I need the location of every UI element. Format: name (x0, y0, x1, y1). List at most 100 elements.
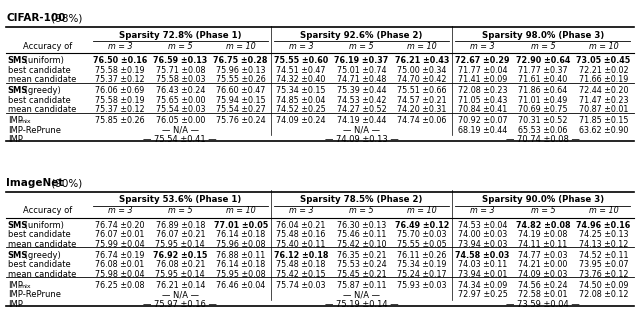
Text: 75.55 ±0.05: 75.55 ±0.05 (397, 240, 447, 249)
Text: m = 5: m = 5 (168, 206, 193, 215)
Text: — N/A —: — N/A — (343, 290, 380, 299)
Text: 75.54 ±0.27: 75.54 ±0.27 (216, 105, 266, 114)
Text: Sparsity 90.0% (Phase 3): Sparsity 90.0% (Phase 3) (482, 196, 604, 204)
Text: m = 5: m = 5 (531, 206, 556, 215)
Text: 76.07 ±0.21: 76.07 ±0.21 (156, 230, 205, 239)
Text: — 74.09 ±0.13 —: — 74.09 ±0.13 — (324, 135, 399, 144)
Text: 73.05 ±0.45: 73.05 ±0.45 (576, 56, 630, 65)
Text: 76.21 ±0.43: 76.21 ±0.43 (395, 56, 449, 65)
Text: 76.14 ±0.18: 76.14 ±0.18 (216, 260, 266, 269)
Text: 74.57 ±0.21: 74.57 ±0.21 (397, 96, 447, 104)
Text: — 73.59 ±0.04 —: — 73.59 ±0.04 — (506, 300, 580, 308)
Text: (98%): (98%) (48, 13, 83, 24)
Text: 75.58 ±0.19: 75.58 ±0.19 (95, 66, 145, 75)
Text: 72.08 ±0.12: 72.08 ±0.12 (579, 290, 628, 299)
Text: m = 3: m = 3 (289, 206, 314, 215)
Text: m = 10: m = 10 (407, 42, 437, 50)
Text: SMS: SMS (8, 251, 28, 260)
Text: 74.77 ±0.03: 74.77 ±0.03 (518, 251, 568, 260)
Text: 76.05 ±0.00: 76.05 ±0.00 (156, 116, 205, 125)
Text: 71.77 ±0.04: 71.77 ±0.04 (458, 66, 508, 75)
Text: 74.52 ±0.11: 74.52 ±0.11 (579, 251, 628, 260)
Text: Sparsity 98.0% (Phase 3): Sparsity 98.0% (Phase 3) (482, 31, 604, 40)
Text: 76.08 ±0.01: 76.08 ±0.01 (95, 260, 145, 269)
Text: 74.74 ±0.06: 74.74 ±0.06 (397, 116, 447, 125)
Text: mean candidate: mean candidate (8, 75, 76, 84)
Text: 76.89 ±0.18: 76.89 ±0.18 (156, 221, 205, 230)
Text: 76.08 ±0.21: 76.08 ±0.21 (156, 260, 205, 269)
Text: best candidate: best candidate (8, 260, 70, 269)
Text: ImageNet: ImageNet (6, 178, 64, 188)
Text: 72.67 ±0.29: 72.67 ±0.29 (455, 56, 509, 65)
Text: 74.51 ±0.47: 74.51 ±0.47 (276, 66, 326, 75)
Text: CIFAR-100: CIFAR-100 (6, 13, 66, 24)
Text: 75.55 ±0.60: 75.55 ±0.60 (274, 56, 328, 65)
Text: 75.24 ±0.17: 75.24 ±0.17 (397, 270, 447, 279)
Text: 71.01 ±0.49: 71.01 ±0.49 (518, 96, 568, 104)
Text: — N/A —: — N/A — (162, 290, 199, 299)
Text: 76.92 ±0.15: 76.92 ±0.15 (153, 251, 207, 260)
Text: mean candidate: mean candidate (8, 105, 76, 114)
Text: 76.74 ±0.20: 76.74 ±0.20 (95, 221, 145, 230)
Text: 72.58 ±0.01: 72.58 ±0.01 (518, 290, 568, 299)
Text: 76.19 ±0.37: 76.19 ±0.37 (335, 56, 388, 65)
Text: 75.85 ±0.26: 75.85 ±0.26 (95, 116, 145, 125)
Text: 75.48 ±0.18: 75.48 ±0.18 (276, 260, 326, 269)
Text: 75.58 ±0.03: 75.58 ±0.03 (156, 75, 205, 84)
Text: 65.53 ±0.06: 65.53 ±0.06 (518, 126, 568, 134)
Text: 74.85 ±0.04: 74.85 ±0.04 (276, 96, 326, 104)
Text: 76.11 ±0.26: 76.11 ±0.26 (397, 251, 447, 260)
Text: 77.01 ±0.05: 77.01 ±0.05 (214, 221, 268, 230)
Text: m = 3: m = 3 (470, 206, 495, 215)
Text: m = 10: m = 10 (589, 206, 618, 215)
Text: 68.19 ±0.44: 68.19 ±0.44 (458, 126, 507, 134)
Text: mean candidate: mean candidate (8, 240, 76, 249)
Text: 72.21 ±0.02: 72.21 ±0.02 (579, 66, 628, 75)
Text: 71.77 ±0.37: 71.77 ±0.37 (518, 66, 568, 75)
Text: 73.76 ±0.12: 73.76 ±0.12 (579, 270, 628, 279)
Text: best candidate: best candidate (8, 230, 70, 239)
Text: 75.95 ±0.14: 75.95 ±0.14 (156, 240, 205, 249)
Text: mix: mix (19, 284, 31, 289)
Text: 76.88 ±0.11: 76.88 ±0.11 (216, 251, 266, 260)
Text: 74.27 ±0.52: 74.27 ±0.52 (337, 105, 387, 114)
Text: 70.87 ±0.01: 70.87 ±0.01 (579, 105, 628, 114)
Text: 76.12 ±0.18: 76.12 ±0.18 (274, 251, 328, 260)
Text: 74.71 ±0.48: 74.71 ±0.48 (337, 75, 387, 84)
Text: 71.66 ±0.19: 71.66 ±0.19 (579, 75, 628, 84)
Text: 76.75 ±0.28: 76.75 ±0.28 (214, 56, 268, 65)
Text: 72.44 ±0.20: 72.44 ±0.20 (579, 86, 628, 95)
Text: m = 10: m = 10 (226, 42, 255, 50)
Text: 74.53 ±0.04: 74.53 ±0.04 (458, 221, 507, 230)
Text: 75.71 ±0.08: 75.71 ±0.08 (156, 66, 205, 75)
Text: — 75.54 ±0.41 —: — 75.54 ±0.41 — (143, 135, 217, 144)
Text: — 75.19 ±0.14 —: — 75.19 ±0.14 — (324, 300, 399, 308)
Text: 74.19 ±0.08: 74.19 ±0.08 (518, 230, 568, 239)
Text: 74.82 ±0.08: 74.82 ±0.08 (516, 221, 570, 230)
Text: 74.13 ±0.12: 74.13 ±0.12 (579, 240, 628, 249)
Text: Sparsity 92.6% (Phase 2): Sparsity 92.6% (Phase 2) (300, 31, 423, 40)
Text: 75.45 ±0.21: 75.45 ±0.21 (337, 270, 387, 279)
Text: 74.70 ±0.42: 74.70 ±0.42 (397, 75, 447, 84)
Text: Sparsity 72.8% (Phase 1): Sparsity 72.8% (Phase 1) (119, 31, 241, 40)
Text: 70.69 ±0.75: 70.69 ±0.75 (518, 105, 568, 114)
Text: Accuracy of: Accuracy of (24, 42, 72, 50)
Text: 75.94 ±0.15: 75.94 ±0.15 (216, 96, 266, 104)
Text: 76.21 ±0.14: 76.21 ±0.14 (156, 281, 205, 290)
Text: 75.93 ±0.03: 75.93 ±0.03 (397, 281, 447, 290)
Text: (greedy): (greedy) (22, 86, 61, 95)
Text: 74.96 ±0.16: 74.96 ±0.16 (576, 221, 630, 230)
Text: 74.11 ±0.11: 74.11 ±0.11 (518, 240, 568, 249)
Text: 74.00 ±0.03: 74.00 ±0.03 (458, 230, 507, 239)
Text: 74.25 ±0.13: 74.25 ±0.13 (579, 230, 628, 239)
Text: — 75.97 ±0.16 —: — 75.97 ±0.16 — (143, 300, 217, 308)
Text: 75.00 ±0.34: 75.00 ±0.34 (397, 66, 447, 75)
Text: — N/A —: — N/A — (162, 126, 199, 134)
Text: 74.32 ±0.40: 74.32 ±0.40 (276, 75, 326, 84)
Text: 74.52 ±0.25: 74.52 ±0.25 (276, 105, 326, 114)
Text: 75.46 ±0.11: 75.46 ±0.11 (337, 230, 387, 239)
Text: 76.14 ±0.18: 76.14 ±0.18 (216, 230, 266, 239)
Text: (90%): (90%) (48, 178, 83, 188)
Text: 74.19 ±0.44: 74.19 ±0.44 (337, 116, 387, 125)
Text: 63.62 ±0.90: 63.62 ±0.90 (579, 126, 628, 134)
